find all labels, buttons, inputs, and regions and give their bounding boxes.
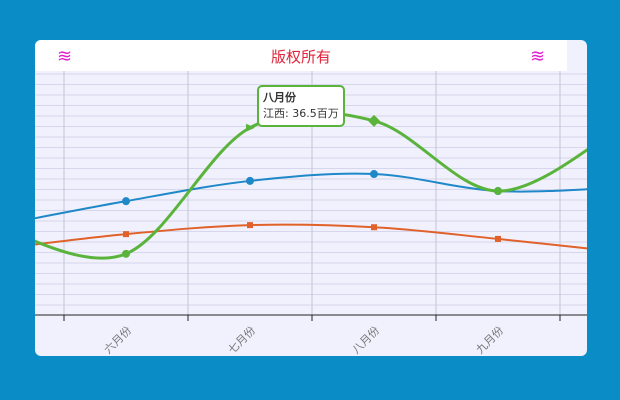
data-point[interactable]	[246, 123, 255, 132]
series-line	[35, 223, 587, 250]
data-point[interactable]	[370, 170, 378, 179]
x-tick-label: 九月份	[474, 324, 507, 356]
data-point[interactable]	[368, 114, 380, 127]
data-point[interactable]	[494, 187, 502, 196]
tooltip-text: 江西: 36.5百万	[263, 107, 339, 120]
series-line	[35, 172, 587, 220]
data-point[interactable]	[122, 197, 130, 206]
tooltip: 八月份 江西: 36.5百万	[257, 85, 345, 127]
data-point[interactable]	[495, 235, 501, 242]
x-tick-label: 六月份	[102, 324, 135, 356]
tooltip-title: 八月份	[263, 91, 296, 104]
chart-svg: 六月份 七月份 八月份 九月份	[35, 70, 587, 356]
title-bar: ≋ 版权所有 ≋	[35, 40, 567, 71]
data-point[interactable]	[122, 249, 130, 258]
data-point[interactable]	[371, 224, 377, 231]
wind-icon[interactable]: ≋	[530, 46, 546, 67]
data-point[interactable]	[246, 176, 254, 185]
series-line	[35, 110, 587, 260]
chart-card: 六月份 七月份 八月份 九月份 ≋ 版权所有 ≋ 八月份 江西: 36.5百万	[35, 40, 587, 356]
data-point[interactable]	[247, 222, 253, 229]
x-tick-label: 七月份	[226, 324, 259, 356]
x-tick-label: 八月份	[350, 324, 383, 356]
data-point[interactable]	[123, 231, 129, 238]
wind-icon[interactable]: ≋	[57, 46, 73, 67]
chart-title: 版权所有	[270, 48, 331, 66]
